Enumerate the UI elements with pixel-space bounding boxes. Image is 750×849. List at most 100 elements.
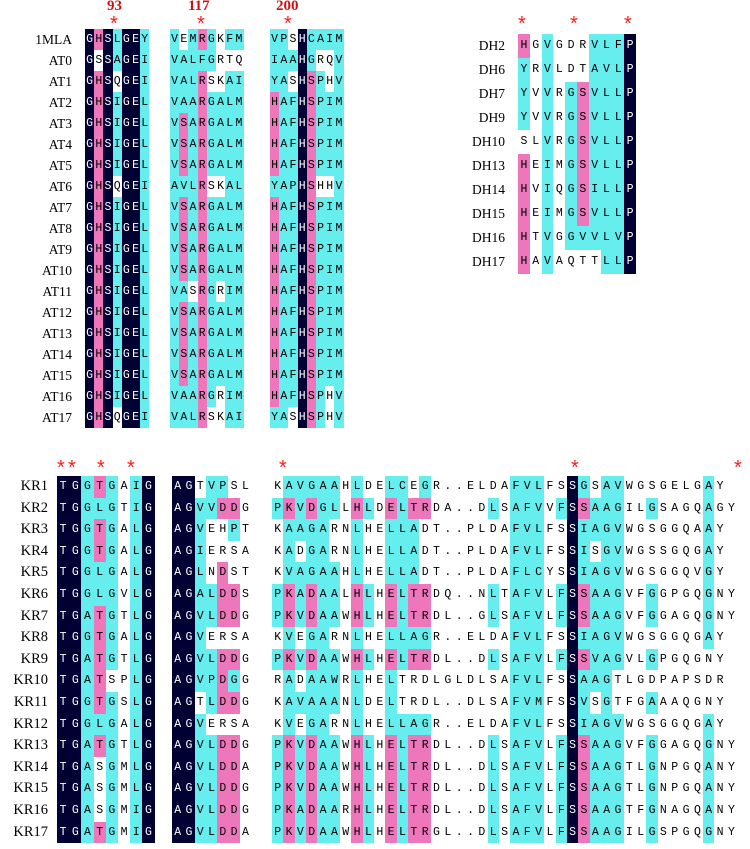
residue-cell: D: [364, 480, 372, 493]
residue-cell: G: [241, 695, 249, 709]
residue-cell: R: [197, 239, 207, 260]
residue-cell: P: [671, 760, 679, 774]
residue-cell: A: [444, 501, 452, 515]
residue-cell: R: [197, 176, 207, 197]
residue-cell: .: [455, 501, 463, 515]
residue-cell: S: [289, 411, 297, 424]
residue-cell: H: [297, 134, 307, 155]
residue-cell: A: [283, 691, 295, 714]
residue-cell: P: [671, 587, 679, 601]
residue-cell: A: [328, 476, 341, 498]
residue-cell: A: [279, 365, 289, 386]
residue-cell: S: [103, 260, 113, 281]
residue-cell: M: [120, 760, 128, 774]
residue-cell: G: [121, 92, 131, 113]
sequence-label: AT2: [48, 95, 72, 110]
residue-cell: D: [296, 674, 304, 688]
conserved-star-icon: *: [279, 457, 287, 479]
residue-cell: L: [225, 260, 235, 281]
residue-cell: G: [206, 50, 216, 71]
residue-cell: P: [624, 130, 636, 154]
residue-cell: S: [103, 113, 113, 134]
residue-cell: A: [600, 799, 613, 822]
residue-cell: G: [69, 497, 82, 520]
residue-cell: K: [217, 33, 224, 46]
residue-cell: S: [576, 202, 589, 226]
sequence-label: KR7: [20, 607, 48, 624]
residue-cell: I: [140, 407, 150, 428]
residue-cell: R: [419, 583, 431, 606]
residue-cell: G: [612, 756, 624, 779]
residue-cell: V: [588, 82, 601, 106]
residue-cell: T: [57, 713, 70, 736]
residue-cell: P: [315, 218, 326, 239]
residue-cell: S: [179, 113, 189, 134]
residue-cell: G: [612, 821, 624, 844]
residue-cell: S: [306, 365, 316, 386]
residue-cell: H: [518, 250, 530, 274]
residue-cell: G: [183, 627, 195, 649]
residue-cell: S: [179, 218, 189, 239]
residue-cell: L: [140, 92, 150, 113]
residue-cell: S: [566, 821, 579, 844]
residue-cell: A: [215, 344, 226, 365]
kr-row-labels: KR1 KR2 KR3 KR4 KR5 KR6 KR7 KR8 KR9 KR10 KR11 KR12 K…: [0, 476, 48, 843]
residue-cell: L: [362, 756, 375, 779]
residue-cell: G: [183, 713, 195, 736]
residue-cell: L: [351, 713, 363, 736]
residue-cell: T: [625, 782, 633, 796]
residue-cell: A: [188, 92, 198, 113]
residue-cell: H: [364, 544, 372, 558]
residue-cell: G: [206, 365, 216, 386]
residue-cell: A: [317, 821, 329, 844]
sequence-label: KR6: [20, 585, 48, 602]
residue-cell: G: [306, 627, 318, 649]
residue-cell: D: [433, 739, 440, 753]
residue-cell: G: [682, 760, 690, 774]
residue-cell: L: [225, 344, 235, 365]
residue-cell: S: [557, 523, 565, 537]
residue-cell: G: [142, 627, 155, 649]
residue-cell: A: [172, 605, 184, 628]
residue-cell: A: [600, 735, 613, 757]
residue-cell: G: [241, 782, 249, 796]
residue-cell: S: [578, 821, 590, 844]
sequence-label: AT8: [48, 221, 72, 236]
residue-cell: V: [120, 587, 128, 601]
residue-cell: L: [478, 480, 486, 493]
residue-cell: M: [334, 323, 344, 344]
residue-cell: L: [478, 631, 486, 645]
residue-cell: F: [288, 197, 298, 218]
residue-cell: L: [385, 627, 397, 649]
residue-cell: .: [444, 631, 452, 645]
residue-cell: Q: [444, 587, 452, 601]
residue-cell: G: [659, 566, 667, 580]
residue-cell: A: [279, 92, 289, 113]
residue-cell: H: [376, 652, 384, 666]
residue-cell: T: [93, 821, 106, 844]
residue-cell: L: [478, 544, 486, 558]
residue-cell: A: [188, 239, 198, 260]
residue-cell: I: [325, 92, 335, 113]
residue-cell: A: [215, 197, 226, 218]
residue-cell: D: [217, 756, 229, 779]
residue-cell: V: [294, 648, 307, 671]
residue-cell: A: [294, 519, 307, 541]
residue-cell: V: [693, 566, 701, 580]
residue-cell: V: [170, 323, 180, 344]
residue-cell: S: [501, 825, 508, 839]
residue-cell: G: [637, 544, 645, 558]
residue-cell: A: [317, 691, 329, 714]
residue-cell: F: [546, 717, 554, 731]
residue-cell: T: [57, 691, 70, 714]
residue-cell: A: [241, 760, 249, 774]
residue-cell: H: [94, 323, 104, 344]
residue-cell: S: [566, 799, 579, 822]
residue-cell: G: [671, 566, 679, 580]
